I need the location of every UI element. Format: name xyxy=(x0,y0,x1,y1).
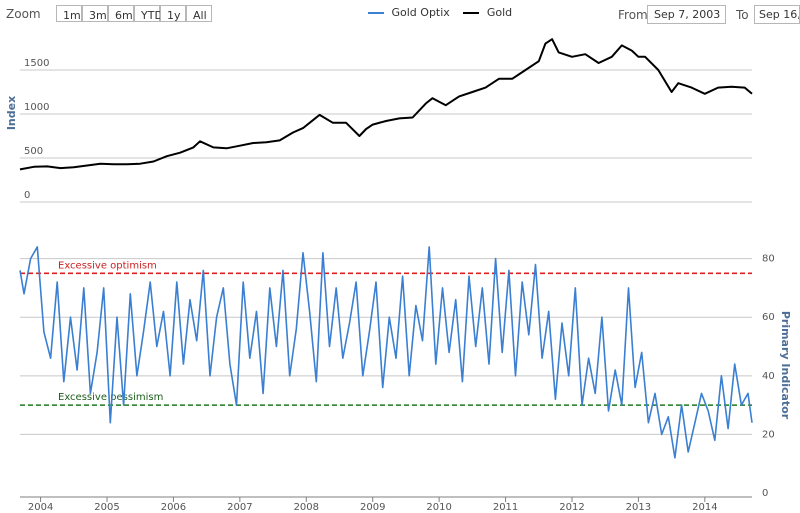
to-date-input[interactable]: Sep 16, 2014 xyxy=(754,5,800,24)
x-tick-label: 2008 xyxy=(294,502,319,513)
zoom-ytd-button[interactable]: YTD xyxy=(134,5,163,22)
to-label: To xyxy=(736,8,749,22)
gold-series-line xyxy=(19,38,753,171)
bottom-y-tick-label: 80 xyxy=(762,254,775,265)
bottom-y-tick-label: 40 xyxy=(762,371,775,382)
bottom-y-tick-label: 20 xyxy=(762,429,775,440)
pessimism-label: Excessive pessimism xyxy=(58,392,163,403)
x-tick-label: 2004 xyxy=(28,502,53,513)
zoom-all-button[interactable]: All xyxy=(186,5,212,22)
x-tick-label: 2007 xyxy=(227,502,252,513)
x-tick-label: 2006 xyxy=(161,502,186,513)
gold-optix-swatch-icon xyxy=(368,12,384,14)
x-tick-label: 2005 xyxy=(94,502,119,513)
x-tick-label: 2009 xyxy=(360,502,385,513)
x-tick-label: 2010 xyxy=(426,502,451,513)
x-tick-label: 2011 xyxy=(493,502,518,513)
legend-item-gold[interactable]: Gold xyxy=(463,6,512,19)
grid xyxy=(20,69,752,435)
top-y-tick-label: 1500 xyxy=(24,58,49,69)
x-tick-label: 2012 xyxy=(559,502,584,513)
x-tick-label: 2014 xyxy=(692,502,717,513)
threshold-lines: Excessive optimism Excessive pessimism xyxy=(20,260,752,406)
zoom-1m-button[interactable]: 1m xyxy=(56,5,82,22)
zoom-label: Zoom xyxy=(6,7,41,21)
top-y-tick-label: 1000 xyxy=(24,102,49,113)
gold-optix-series-line xyxy=(19,246,753,459)
x-tick-label: 2013 xyxy=(626,502,651,513)
gold-swatch-icon xyxy=(463,12,480,14)
bottom-y-tick-label: 60 xyxy=(762,312,775,323)
top-y-tick-label: 0 xyxy=(24,190,30,201)
bottom-y-tick-label: 0 xyxy=(762,488,768,499)
from-label: From xyxy=(618,8,648,22)
top-y-tick-label: 500 xyxy=(24,146,43,157)
series xyxy=(19,38,753,459)
zoom-3m-button[interactable]: 3m xyxy=(82,5,108,22)
legend-label-gold-optix: Gold Optix xyxy=(391,6,450,19)
from-date-input[interactable]: Sep 7, 2003 xyxy=(647,5,726,24)
top-y-axis-title: Index xyxy=(5,96,18,130)
optimism-label: Excessive optimism xyxy=(58,260,157,271)
bottom-y-axis-title: Primary Indicator xyxy=(779,311,792,420)
legend-item-gold-optix[interactable]: Gold Optix xyxy=(368,6,450,19)
zoom-1y-button[interactable]: 1y xyxy=(160,5,186,22)
axes: 0 500 1000 1500 Index 0 20 40 60 80 Primary Indica… xyxy=(5,58,792,513)
legend-label-gold: Gold xyxy=(486,6,513,19)
legend: Gold Optix Gold xyxy=(368,6,522,19)
zoom-6m-button[interactable]: 6m xyxy=(108,5,134,22)
